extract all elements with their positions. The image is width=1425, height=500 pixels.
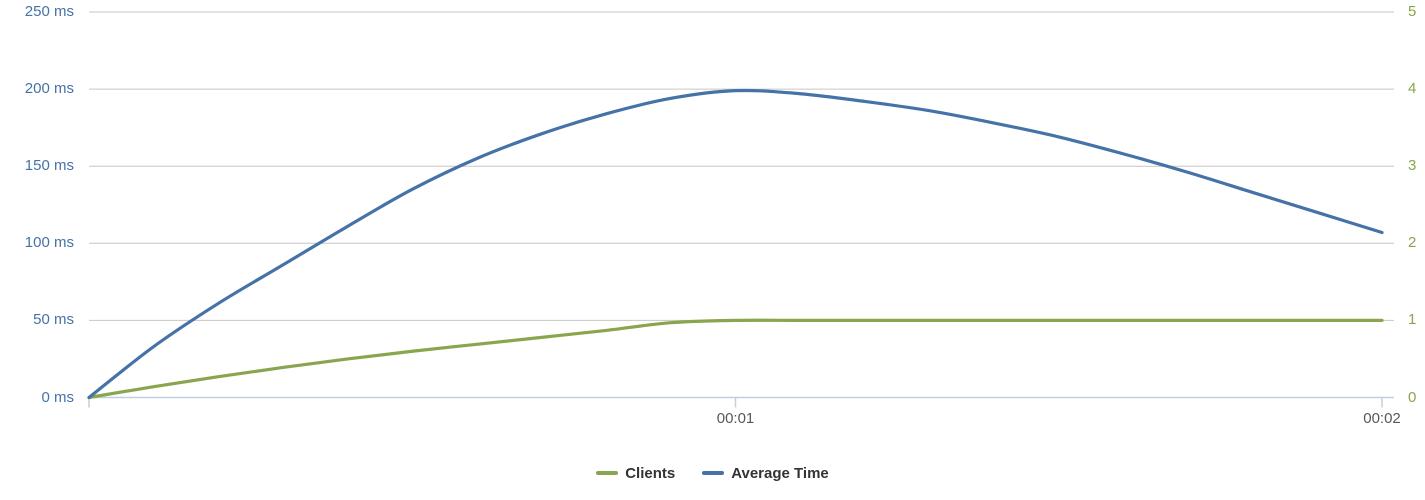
legend-label-clients: Clients [625,464,676,482]
y-axis-right-label: 3 [1408,157,1417,175]
y-axis-left-label: 250 ms [24,3,74,20]
legend: Clients Average Time [0,461,1425,485]
y-axis-right-label: 2 [1408,234,1417,252]
y-axis-left-label: 0 ms [41,388,74,406]
y-axis-left-label: 50 ms [33,311,74,329]
y-axis-right-label: 5 [1408,3,1417,20]
legend-item-average-time[interactable]: Average Time [702,465,829,482]
y-axis-left-label: 150 ms [24,157,74,175]
series-line-clients[interactable] [87,318,1384,400]
clients-line-marker-icon [596,471,619,475]
x-axis-label: 00:02 [1363,410,1401,427]
y-axis-right-label: 4 [1408,80,1417,98]
y-axis-right-label: 1 [1408,311,1417,329]
legend-label-average-time: Average Time [731,464,829,482]
average-time-line-marker-icon [702,471,725,475]
y-axis-right-label: 0 [1408,388,1417,406]
y-axis-left-label: 200 ms [24,80,74,98]
x-axis-label: 00:01 [716,410,755,427]
series-line-average-time[interactable] [87,88,1384,400]
legend-item-clients[interactable]: Clients [596,465,675,482]
y-axis-left-label: 100 ms [24,234,74,252]
